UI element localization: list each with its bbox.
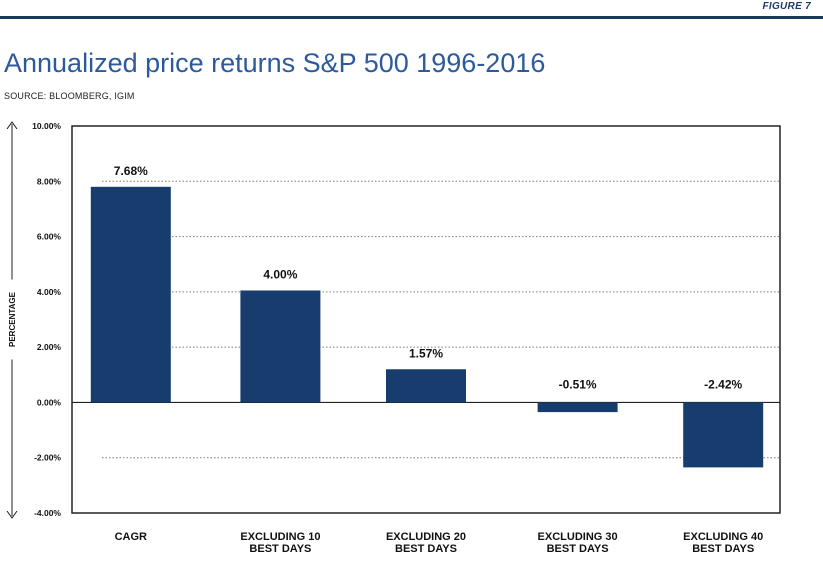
bar <box>386 369 466 403</box>
category-label: BEST DAYS <box>547 543 609 555</box>
category-label: EXCLUDING 30 <box>538 531 618 543</box>
category-label: BEST DAYS <box>692 543 754 555</box>
data-label: 4.00% <box>263 267 297 281</box>
gridlines <box>72 180 780 459</box>
category-label: BEST DAYS <box>395 543 457 555</box>
y-tick-label: -2.00% <box>34 453 61 463</box>
bars <box>90 186 764 468</box>
top-rule <box>0 16 823 19</box>
data-label: 7.68% <box>114 164 148 178</box>
plot-frame <box>71 125 781 514</box>
bar <box>683 402 764 468</box>
figure-label: FIGURE 7 <box>762 1 811 12</box>
y-tick-label: 10.00% <box>32 121 61 131</box>
y-tick-label: 4.00% <box>37 287 62 297</box>
y-tick-label: 6.00% <box>37 232 62 242</box>
y-axis-arrow-up <box>6 121 18 130</box>
category-label: EXCLUDING 40 <box>683 531 763 543</box>
bar <box>240 290 321 403</box>
y-axis: PERCENTAGE <box>6 121 18 519</box>
plot-frame-layer <box>71 125 781 514</box>
category-label: EXCLUDING 20 <box>386 531 466 543</box>
category-label: BEST DAYS <box>249 543 311 555</box>
category-label: EXCLUDING 10 <box>240 531 320 543</box>
y-tick-label: 8.00% <box>37 176 62 186</box>
data-label: 1.57% <box>409 346 443 360</box>
y-axis-arrow-down <box>6 510 18 519</box>
chart-title: Annualized price returns S&P 500 1996-20… <box>4 48 546 78</box>
y-axis-label: PERCENTAGE <box>8 291 17 347</box>
y-tick-label: 0.00% <box>37 397 62 407</box>
y-tick-label: -4.00% <box>34 508 61 518</box>
source-note: SOURCE: BLOOMBERG, IGIM <box>4 91 135 101</box>
data-label: -2.42% <box>704 377 742 391</box>
bar <box>90 186 171 403</box>
data-label: -0.51% <box>559 377 597 391</box>
y-tick-label: 2.00% <box>37 342 62 352</box>
y-tick-labels: 10.00% 8.00% 6.00% 4.00% 2.00% 0.00% -2.00% -4.… <box>32 121 61 518</box>
bar <box>537 402 618 413</box>
category-label: CAGR <box>115 531 147 543</box>
data-labels: 7.68% 4.00% 1.57% -0.51% -2.42% <box>114 164 743 392</box>
